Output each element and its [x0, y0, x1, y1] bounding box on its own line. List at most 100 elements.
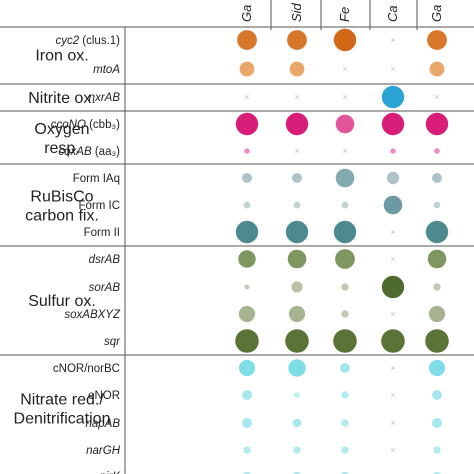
- gene-name: sorAB: [89, 282, 121, 294]
- gene-dot: [244, 284, 250, 290]
- gene-dot: [238, 305, 256, 323]
- absent-marker: ×: [294, 146, 299, 156]
- gene-dot: [239, 61, 255, 77]
- absent-marker: ×: [390, 35, 395, 45]
- gene-dot: [381, 329, 405, 353]
- gene-dot: [293, 201, 301, 209]
- gene-label: coxAB (aa₃): [58, 146, 120, 158]
- gene-dot: [244, 148, 250, 154]
- category-label: Oxygen: [34, 121, 89, 138]
- absent-marker: ×: [390, 309, 395, 319]
- gene-dot: [235, 220, 259, 244]
- absent-marker: ×: [390, 471, 395, 474]
- gene-dot: [235, 112, 259, 136]
- gene-name: Form II: [84, 227, 120, 239]
- gene-label: sorAB: [89, 282, 121, 294]
- gene-dot: [427, 249, 447, 269]
- gene-dot: [287, 249, 307, 269]
- gene-dot: [434, 148, 440, 154]
- gene-dot: [433, 283, 441, 291]
- gene-label: dsrAB: [89, 254, 121, 266]
- gene-name: Form IAq: [73, 173, 120, 185]
- gene-note: (cbb₃): [86, 119, 120, 131]
- gene-note: (clus.1): [79, 35, 120, 47]
- gene-label: eNOR: [88, 390, 120, 402]
- gene-dot: [238, 250, 256, 268]
- gene-dot: [237, 30, 257, 50]
- gene-label: Form IAq: [73, 173, 120, 185]
- gene-dot: [242, 418, 252, 428]
- gene-dot: [341, 310, 349, 318]
- gene-dot: [432, 173, 442, 183]
- gene-dot: [428, 305, 446, 323]
- column-header-5: Ga: [429, 5, 444, 22]
- gene-dot: [386, 171, 400, 185]
- gene-dot: [341, 446, 349, 454]
- column-header-3: Fe: [337, 7, 352, 22]
- absent-marker: ×: [390, 418, 395, 428]
- gene-dot: [335, 114, 355, 134]
- gene-dot: [335, 249, 355, 269]
- absent-marker: ×: [294, 92, 299, 102]
- gene-dot: [341, 201, 349, 209]
- gene-dot: [381, 85, 405, 109]
- absent-marker: ×: [390, 64, 395, 74]
- gene-name: mtoA: [93, 64, 120, 76]
- category-label: Sulfur ox.: [28, 293, 96, 310]
- category-label: Nitrite ox.: [28, 90, 96, 107]
- gene-name: nirK: [100, 471, 122, 474]
- gene-dot: [341, 471, 349, 474]
- gene-dot: [381, 112, 405, 136]
- gene-dot: [285, 112, 309, 136]
- gene-label: Form IC: [78, 200, 120, 212]
- absent-marker: ×: [342, 92, 347, 102]
- gene-dot: [238, 359, 256, 377]
- column-header-4: Ca: [385, 5, 400, 22]
- gene-note: (aa₃): [92, 146, 120, 158]
- gene-dot: [292, 418, 302, 428]
- gene-dot: [285, 220, 309, 244]
- gene-label: sqr: [104, 336, 121, 348]
- gene-dot: [428, 359, 446, 377]
- gene-dot: [333, 220, 357, 244]
- absent-marker: ×: [434, 92, 439, 102]
- absent-marker: ×: [390, 227, 395, 237]
- gene-dot: [427, 30, 447, 50]
- gene-dot: [433, 471, 441, 474]
- absent-marker: ×: [390, 390, 395, 400]
- category-label: Iron ox.: [35, 48, 88, 65]
- gene-dot: [425, 220, 449, 244]
- gene-name: eNOR: [88, 390, 120, 402]
- gene-name: soxABXYZ: [64, 309, 121, 321]
- category-label: Nitrate red./: [20, 392, 104, 409]
- category-label: RuBisCo: [30, 189, 93, 206]
- absent-marker: ×: [342, 64, 347, 74]
- gene-dot: [432, 418, 442, 428]
- gene-name: narGH: [86, 445, 121, 457]
- gene-label: nirK: [100, 471, 122, 474]
- gene-name: sqr: [104, 336, 121, 348]
- gene-dot: [293, 446, 301, 454]
- gene-dot: [288, 359, 306, 377]
- gene-label: napAB: [85, 418, 120, 430]
- gene-dot: [432, 390, 442, 400]
- gene-dot: [425, 329, 449, 353]
- gene-dot: [289, 61, 305, 77]
- gene-name: cNOR/norBC: [53, 363, 120, 375]
- absent-marker: ×: [244, 92, 249, 102]
- gene-label: cNOR/norBC: [53, 363, 120, 375]
- gene-dot: [340, 363, 350, 373]
- absent-marker: ×: [390, 363, 395, 373]
- gene-dot: [425, 112, 449, 136]
- column-header-1: Ga: [239, 5, 254, 22]
- gene-name: napAB: [85, 418, 120, 430]
- gene-label: cyc2 (clus.1): [55, 35, 120, 47]
- gene-label: ccoNO (cbb₃): [51, 119, 120, 131]
- gene-dot: [288, 305, 306, 323]
- gene-label: soxABXYZ: [64, 309, 121, 321]
- gene-name: Form IC: [78, 200, 120, 212]
- absent-marker: ×: [390, 254, 395, 264]
- gene-dot: [433, 446, 441, 454]
- absent-marker: ×: [390, 445, 395, 455]
